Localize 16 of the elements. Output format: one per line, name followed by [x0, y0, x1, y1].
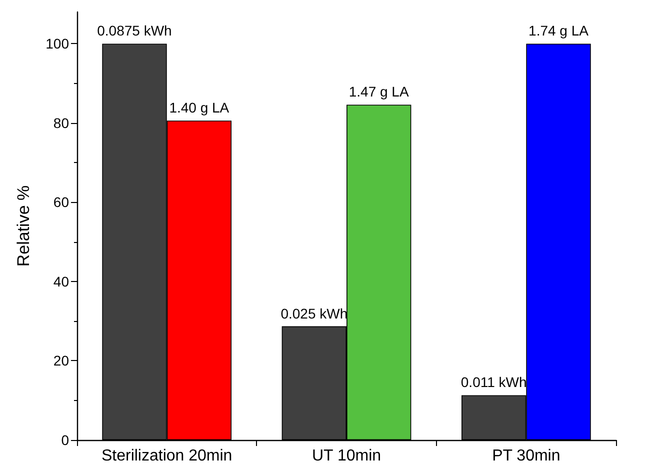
annotation: 0.0875 kWh: [97, 22, 172, 39]
y-tick-label: 40: [53, 273, 70, 290]
y-tick-label: 60: [53, 194, 70, 210]
y-tick-label: 0: [61, 432, 70, 448]
annotation: 0.025 kWh: [280, 305, 348, 322]
y-tick-label: 20: [53, 352, 70, 369]
x-tick-label: PT 30min: [492, 448, 560, 464]
y-axis-title: Relative %: [14, 185, 33, 267]
annotation: 1.74 g LA: [528, 22, 590, 39]
y-tick-label: 100: [46, 36, 70, 52]
y-tick-label: 80: [53, 114, 70, 131]
x-tick-label: UT 10min: [312, 448, 382, 464]
annotation: 1.40 g LA: [169, 100, 230, 116]
x-tick-label: Sterilization 20min: [101, 448, 232, 464]
annotation: 1.47 g LA: [348, 84, 410, 100]
annotation: 0.011 kWh: [460, 374, 527, 390]
